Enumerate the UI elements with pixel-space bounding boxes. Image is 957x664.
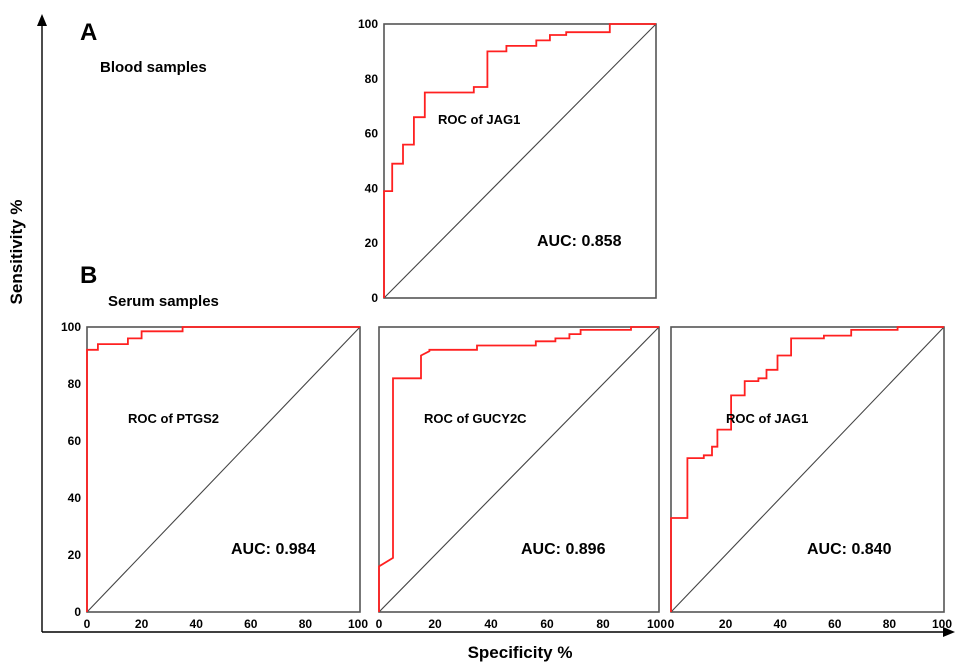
global-x-axis-arrow: [943, 627, 955, 637]
roc-curve: [670, 326, 944, 612]
y-tick-label: 100: [61, 320, 81, 334]
panel-b-group-title: Serum samples: [108, 293, 219, 310]
x-tick-label: 0: [376, 617, 383, 631]
y-tick-label: 40: [68, 491, 82, 505]
auc-label: AUC: 0.858: [537, 233, 622, 250]
x-tick-label: 20: [719, 617, 733, 631]
global-axes: [37, 14, 955, 637]
x-tick-label: 60: [540, 617, 554, 631]
y-tick-label: 80: [365, 72, 379, 86]
x-tick-label: 40: [484, 617, 498, 631]
x-tick-label: 100: [647, 617, 667, 631]
auc-label: AUC: 0.984: [231, 541, 316, 558]
roc-panel-blood-jag1: 0 20 40 60 80 100 ROC of JAG1 AUC: 0.858: [358, 17, 657, 305]
reference-diagonal: [86, 326, 361, 613]
roc-panel-serum-jag1: 0 20 40 60 80 100 ROC of JAG1 AUC: 0.840: [668, 326, 952, 631]
auc-label: AUC: 0.896: [521, 541, 606, 558]
panel-a-letter: A: [80, 19, 97, 46]
x-tick-label: 40: [774, 617, 788, 631]
y-tick-label: 0: [371, 291, 378, 305]
panel-a-group-title: Blood samples: [100, 59, 207, 76]
x-tick-label: 0: [668, 617, 675, 631]
y-axis-title: Sensitivity %: [7, 200, 26, 305]
x-tick-label: 80: [596, 617, 610, 631]
x-tick-label: 100: [932, 617, 952, 631]
reference-diagonal: [383, 23, 657, 299]
y-tick-label: 80: [68, 377, 82, 391]
reference-diagonal: [670, 326, 945, 613]
y-tick-label: 100: [358, 17, 378, 31]
roc-panel-serum-gucy2c: 0 20 40 60 80 100 ROC of GUCY2C AUC: 0.896: [376, 326, 667, 631]
x-tick-label: 80: [299, 617, 313, 631]
auc-label: AUC: 0.840: [807, 541, 892, 558]
roc-title: ROC of JAG1: [438, 112, 520, 127]
roc-title: ROC of GUCY2C: [424, 411, 527, 426]
roc-curve: [383, 23, 656, 298]
reference-diagonal: [378, 326, 660, 613]
global-y-axis-arrow: [37, 14, 47, 26]
y-tick-label: 40: [365, 181, 379, 195]
y-tick-label: 60: [365, 127, 379, 141]
roc-panel-serum-ptgs2: 0 20 40 60 80 100 0 20 40 60 80 100 ROC of PTGS2 AUC:…: [61, 320, 368, 631]
x-tick-label: 20: [428, 617, 442, 631]
y-tick-label: 20: [365, 236, 379, 250]
x-tick-label: 40: [190, 617, 204, 631]
y-tick-label: 0: [74, 605, 81, 619]
roc-curve: [378, 326, 659, 612]
x-tick-label: 60: [244, 617, 258, 631]
x-tick-label: 20: [135, 617, 149, 631]
x-tick-label: 100: [348, 617, 368, 631]
y-tick-label: 60: [68, 434, 82, 448]
roc-panels: 0 20 40 60 80 100 ROC of JAG1 AUC: 0.858 0 20 40 60…: [61, 17, 952, 631]
roc-title: ROC of JAG1: [726, 411, 808, 426]
roc-curve: [86, 326, 360, 612]
x-tick-label: 60: [828, 617, 842, 631]
x-tick-label: 80: [883, 617, 897, 631]
roc-title: ROC of PTGS2: [128, 411, 219, 426]
panel-b-letter: B: [80, 262, 97, 289]
x-axis-title: Specificity %: [468, 643, 573, 662]
y-tick-label: 20: [68, 548, 82, 562]
x-tick-label: 0: [84, 617, 91, 631]
